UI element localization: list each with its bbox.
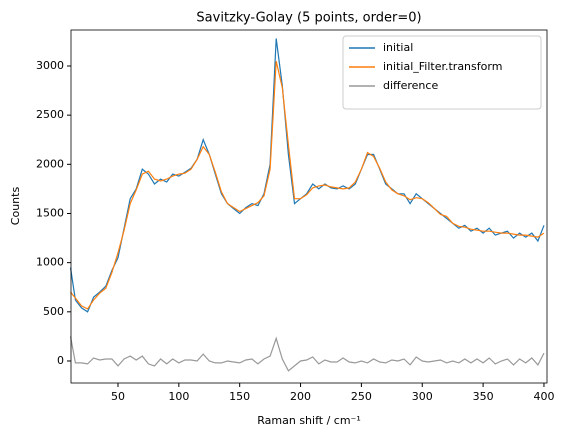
legend-label: initial [383,41,413,54]
series-line [70,60,545,310]
chart-title: Savitzky-Golay (5 points, order=0) [196,11,421,26]
y-tick-label: 500 [43,305,64,318]
y-tick-label: 0 [57,354,64,367]
x-tick-label: 200 [290,390,311,403]
legend-box [342,35,542,110]
y-axis-label: Counts [9,187,22,226]
x-tick-label: 250 [351,390,372,403]
x-tick-label: 150 [229,390,250,403]
x-tick-label: 350 [473,390,494,403]
x-axis-label: Raman shift / cm⁻¹ [257,414,361,427]
series-line [69,336,545,372]
x-tick-label: 300 [412,390,433,403]
x-tick-label: 100 [168,390,189,403]
y-tick-label: 2000 [36,157,64,170]
y-tick-label: 1500 [36,206,64,219]
plot-frame [70,29,548,384]
y-tick-label: 1000 [36,256,64,269]
x-tick-label: 50 [111,390,125,403]
y-tick-label: 3000 [36,59,64,72]
legend-label: initial_Filter.transform [383,60,502,73]
y-tick-label: 2500 [36,108,64,121]
x-tick-label: 400 [533,390,554,403]
series-line [69,38,545,313]
legend-label: difference [383,79,438,92]
